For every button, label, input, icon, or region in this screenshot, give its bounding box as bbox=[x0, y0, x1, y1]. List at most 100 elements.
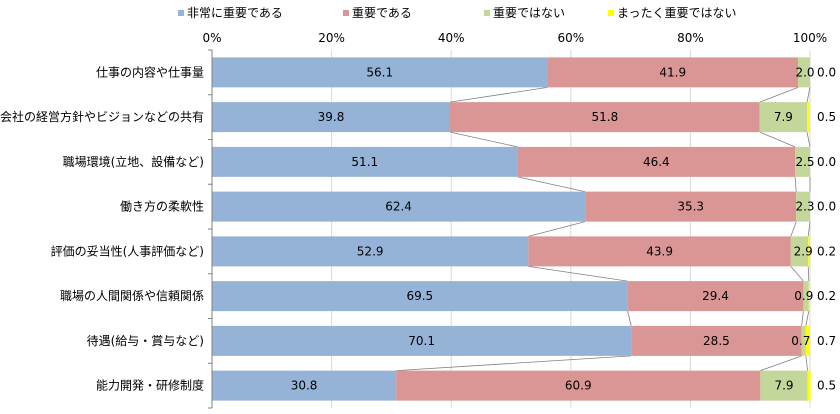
data-label: 51.8 bbox=[592, 110, 619, 124]
bar-segment bbox=[805, 325, 810, 356]
data-label: 30.8 bbox=[291, 379, 318, 393]
series-connector bbox=[790, 266, 804, 282]
bar-segment bbox=[790, 236, 809, 267]
data-label: 0.7 bbox=[791, 334, 810, 348]
bar-segment bbox=[517, 146, 796, 177]
bar-segment bbox=[396, 370, 761, 401]
data-label: 29.4 bbox=[702, 289, 729, 303]
bar-segment bbox=[808, 236, 810, 267]
bar-segment bbox=[212, 57, 548, 88]
bar-segment bbox=[798, 57, 810, 88]
x-tick-label: 20% bbox=[318, 31, 345, 45]
data-label: 0.2 bbox=[817, 289, 836, 303]
data-label: 7.9 bbox=[774, 379, 793, 393]
data-label: 2.0 bbox=[795, 65, 814, 79]
bar-segment bbox=[212, 191, 586, 222]
data-label: 28.5 bbox=[703, 334, 730, 348]
legend-entry: 重要ではない bbox=[493, 6, 565, 20]
series-connector bbox=[794, 176, 797, 192]
bar-segment bbox=[808, 281, 810, 312]
category-label: 働き方の柔軟性 bbox=[120, 199, 204, 214]
data-label: 0.0 bbox=[817, 155, 836, 169]
legend-swatch bbox=[178, 10, 184, 16]
bar-segment bbox=[212, 370, 397, 401]
series-connector bbox=[806, 87, 811, 103]
data-label: 62.4 bbox=[385, 200, 412, 214]
data-label: 0.9 bbox=[794, 289, 813, 303]
x-tick-label: 80% bbox=[677, 31, 704, 45]
data-label: 2.9 bbox=[794, 244, 813, 258]
bar-segment bbox=[212, 236, 529, 267]
data-label: 2.5 bbox=[795, 155, 814, 169]
series-connector bbox=[396, 355, 632, 372]
bars bbox=[212, 57, 811, 401]
data-label: 52.9 bbox=[357, 244, 384, 258]
data-label: 56.1 bbox=[366, 65, 393, 79]
category-label: 職場環境(立地、設備など) bbox=[63, 154, 204, 169]
series-connector bbox=[528, 221, 586, 237]
bar-segment bbox=[212, 281, 628, 312]
axes bbox=[208, 49, 213, 409]
data-label: 0.0 bbox=[817, 200, 836, 214]
category-label: 職場の人間関係や信頼関係 bbox=[60, 289, 204, 303]
bar-segment bbox=[627, 281, 804, 312]
data-label: 41.9 bbox=[659, 65, 686, 79]
category-label: 仕事の内容や仕事量 bbox=[96, 64, 204, 79]
data-label: 0.2 bbox=[817, 244, 836, 258]
bar-segment bbox=[807, 102, 810, 133]
bar-segment bbox=[528, 236, 791, 267]
data-label: 0.5 bbox=[817, 379, 836, 393]
series-connector bbox=[760, 355, 802, 372]
bar-segment bbox=[795, 146, 810, 177]
series-connector bbox=[759, 87, 799, 103]
bar-segment bbox=[212, 325, 632, 356]
data-label: 46.4 bbox=[643, 155, 670, 169]
category-label: 能力開発・研修制度 bbox=[96, 378, 204, 393]
data-label: 69.5 bbox=[406, 289, 433, 303]
bar-segment bbox=[760, 370, 808, 401]
data-label: 39.8 bbox=[318, 110, 345, 124]
bar-segment bbox=[212, 102, 451, 133]
category-label: 待遇(給与・賞与など) bbox=[87, 334, 204, 348]
bar-segment bbox=[801, 325, 806, 356]
series-connector bbox=[805, 355, 809, 371]
series-connector bbox=[449, 86, 548, 103]
legend-entry: まったく重要ではない bbox=[617, 6, 737, 20]
legend-swatch bbox=[608, 10, 614, 16]
series-connector bbox=[528, 265, 628, 282]
bar-segment bbox=[759, 102, 808, 133]
bar-segment bbox=[547, 57, 799, 88]
data-label: 35.3 bbox=[677, 200, 704, 214]
x-tick-label: 40% bbox=[438, 31, 465, 45]
category-label: 会社の経営方針やビジョンなどの共有 bbox=[0, 109, 204, 124]
series-connector bbox=[801, 311, 804, 326]
bar-segment bbox=[585, 191, 797, 222]
x-tick-labels: 0% 20% 40% 60% 80% 100% bbox=[202, 31, 827, 45]
legend-entry: 重要である bbox=[352, 6, 412, 20]
bar-segment bbox=[212, 146, 518, 177]
data-label: 0.7 bbox=[817, 334, 836, 348]
category-label: 評価の妥当性(人事評価など) bbox=[51, 243, 204, 258]
data-label: 7.9 bbox=[774, 110, 793, 124]
bar-segment bbox=[796, 191, 810, 222]
series-connector bbox=[449, 131, 518, 148]
series-connector bbox=[790, 221, 797, 237]
series-connector bbox=[807, 266, 810, 282]
data-label: 0.5 bbox=[817, 110, 836, 124]
legend-swatch bbox=[484, 10, 490, 16]
outside-data-labels: 0.0 0.5 0.0 0.0 0.2 0.2 0.7 0.5 bbox=[817, 65, 836, 392]
bar-segment bbox=[450, 102, 760, 133]
legend-entry: 非常に重要である bbox=[187, 6, 283, 20]
data-label: 60.9 bbox=[565, 379, 592, 393]
series-connector bbox=[627, 311, 632, 326]
series-connector bbox=[805, 311, 810, 326]
x-tick-label: 60% bbox=[557, 31, 584, 45]
data-label: 70.1 bbox=[408, 334, 435, 348]
data-label: 51.1 bbox=[351, 155, 378, 169]
x-tick-label: 100% bbox=[793, 31, 827, 45]
data-label: 0.0 bbox=[817, 65, 836, 79]
series-connector bbox=[806, 132, 811, 147]
series-connector-lines bbox=[396, 86, 811, 372]
bar-data-labels: 56.1 41.9 2.0 39.8 51.8 7.9 51.1 46.4 2.5 62.4 35.… bbox=[291, 65, 815, 392]
